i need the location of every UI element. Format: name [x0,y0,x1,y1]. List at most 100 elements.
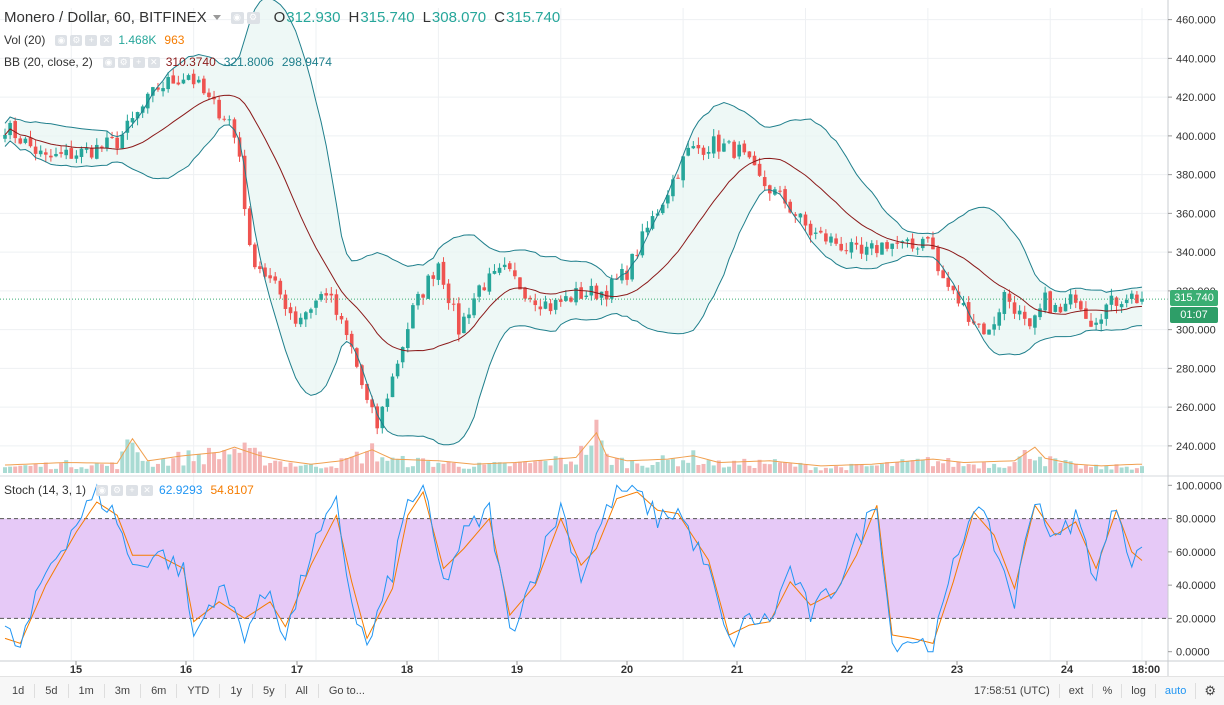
volume-bar [298,465,303,473]
close-icon[interactable]: ✕ [100,34,113,46]
candle-body [130,118,135,123]
timeframe-5d[interactable]: 5d [35,684,69,698]
candle-body [987,329,991,335]
volume-bar [502,462,507,473]
candle-body [166,77,170,90]
candle-body [1073,294,1078,303]
candle-body [237,137,242,157]
candle-body [885,242,889,249]
candle-body [125,120,130,133]
percent-toggle[interactable]: % [1092,684,1121,698]
settings-icon[interactable]: ⚙ [70,34,83,46]
candle-body [191,73,196,85]
goto-button[interactable]: Go to... [328,685,365,697]
log-toggle[interactable]: log [1121,684,1155,698]
more-icon[interactable]: + [85,34,98,46]
chevron-down-icon[interactable] [212,15,221,20]
candle-body [253,244,257,268]
timeframe-5y[interactable]: 5y [253,684,286,698]
candle-body [1017,310,1022,315]
settings-icon[interactable]: ⚙ [246,11,260,24]
volume-legend-controls: ◉ ⚙ + ✕ [55,34,113,46]
auto-toggle[interactable]: auto [1154,684,1195,698]
volume-bar [869,465,874,473]
candle-body [1109,295,1114,305]
symbol-title[interactable]: Monero / Dollar, 60, BITFINEX [4,9,207,26]
volume-bar [166,465,171,473]
candle-body [456,303,461,335]
candle-body [1084,308,1088,319]
chart-area[interactable]: 240.000260.000280.000300.000320.000340.0… [0,0,1224,676]
close-icon[interactable]: ✕ [141,484,154,496]
timeframe-all[interactable]: All [286,684,319,698]
timeframe-3m[interactable]: 3m [105,684,142,698]
volume-bar [895,462,900,473]
candle-body [961,302,966,306]
volume-bar [1114,464,1119,473]
volume-bar [84,468,89,473]
volume-bar [528,463,533,473]
volume-bar [135,452,140,473]
candle-body [737,144,742,157]
volume-bar [380,457,385,473]
volume-title[interactable]: Vol (20) [4,33,46,47]
volume-bar [278,461,283,473]
candle-body [293,311,298,324]
clock-display: 17:58:51 (UTC) [973,685,1050,697]
volume-bar [828,468,833,473]
low-label: L [422,9,431,26]
settings-icon[interactable]: ⚙ [117,56,130,68]
volume-bar [69,467,74,473]
candle-body [936,247,940,272]
gear-icon[interactable]: ⚙ [1195,683,1224,699]
candle-body [1063,303,1068,312]
timeframe-1y[interactable]: 1y [220,684,253,698]
volume-bar [604,453,609,473]
candle-body [1022,311,1027,319]
volume-bar [186,450,191,473]
settings-icon[interactable]: ⚙ [111,484,124,496]
candle-body [880,242,884,255]
eye-icon[interactable]: ◉ [55,34,68,46]
volume-bar [1012,462,1017,473]
ext-toggle[interactable]: ext [1058,684,1093,698]
volume-bar [410,466,415,473]
candle-body [115,137,119,149]
volume-bar [3,467,7,473]
candle-body [915,248,920,250]
candle-body [839,243,843,251]
candle-body [1089,320,1093,327]
timeframe-1m[interactable]: 1m [69,684,105,698]
eye-icon[interactable]: ◉ [102,56,115,68]
stoch-title[interactable]: Stoch (14, 3, 1) [4,483,87,497]
candle-body [533,300,538,306]
close-icon[interactable]: ✕ [147,56,160,68]
candle-body [156,87,160,90]
volume-bar [176,451,181,473]
eye-icon[interactable]: ◉ [96,484,109,496]
volume-bar [793,466,798,473]
candle-body [370,399,374,408]
volume-bar [385,460,390,473]
volume-bar [421,458,426,473]
volume-bar [558,457,563,473]
volume-bar [472,466,477,473]
candle-body [283,294,288,309]
price-tick-label: 300.000 [1176,325,1216,337]
candle-body [151,87,155,96]
volume-bar [517,461,522,473]
more-icon[interactable]: + [126,484,139,496]
volume-bar [1043,466,1048,473]
more-icon[interactable]: + [132,56,145,68]
timeframe-1d[interactable]: 1d [0,684,36,698]
candle-body [186,75,191,80]
timeframe-6m[interactable]: 6m [141,684,178,698]
eye-icon[interactable]: ◉ [230,11,244,24]
stoch-tick-label: 100.0000 [1176,480,1222,492]
timeframe-ytd[interactable]: YTD [177,684,221,698]
volume-bar [329,466,334,473]
volume-bar [772,459,777,473]
bollinger-title[interactable]: BB (20, close, 2) [4,55,93,69]
volume-bar [1119,467,1124,473]
candle-body [1135,294,1139,304]
